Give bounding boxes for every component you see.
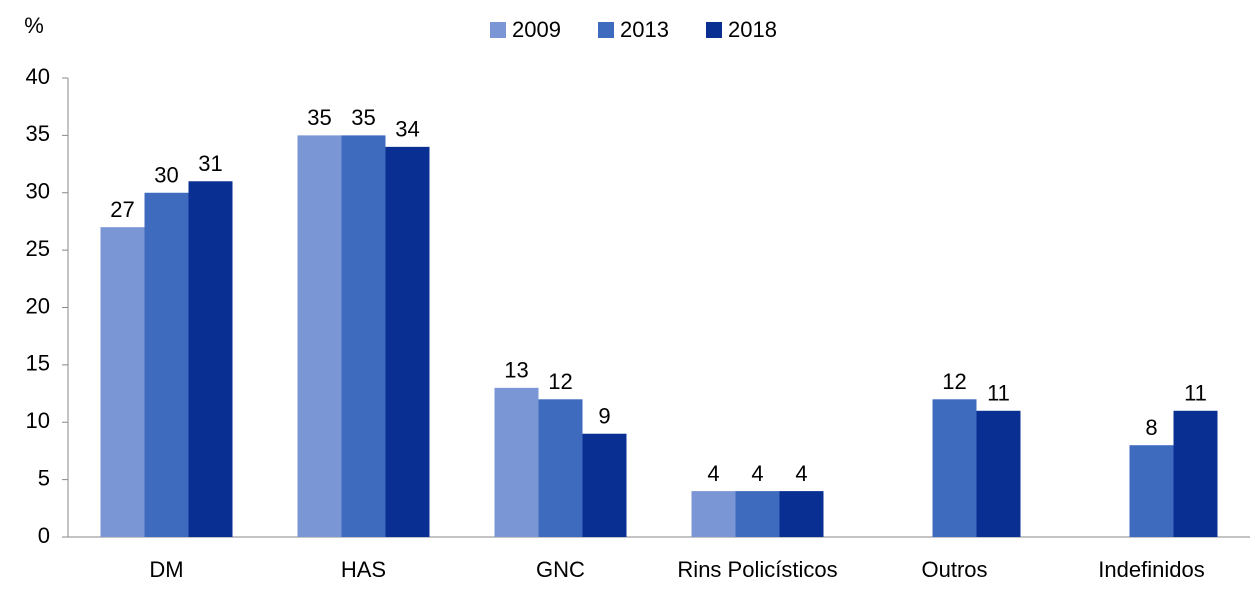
- data-label: 4: [795, 461, 807, 486]
- data-label: 12: [942, 369, 966, 394]
- data-label: 31: [198, 151, 222, 176]
- y-tick-label: 25: [26, 236, 50, 261]
- legend-label: 2013: [620, 17, 669, 42]
- y-tick-label: 0: [38, 523, 50, 548]
- data-label: 35: [307, 105, 331, 130]
- bar: [1173, 410, 1218, 537]
- bar: [385, 146, 430, 537]
- bar: [582, 433, 627, 537]
- y-tick-label: 15: [26, 351, 50, 376]
- x-tick-label: HAS: [340, 557, 387, 582]
- bar: [1129, 445, 1174, 537]
- bar: [691, 491, 736, 537]
- data-label: 34: [395, 117, 419, 142]
- bar: [100, 227, 145, 538]
- bar: [494, 387, 539, 537]
- data-label: 35: [351, 105, 375, 130]
- data-label: 11: [1184, 381, 1207, 406]
- bar: [779, 491, 824, 537]
- data-label: 27: [110, 197, 134, 222]
- bar: [144, 192, 189, 537]
- y-axis-label: %: [24, 13, 44, 38]
- data-label: 11: [987, 381, 1010, 406]
- y-tick-label: 5: [38, 465, 50, 490]
- bar: [188, 181, 233, 537]
- x-tick-label: GNC: [536, 557, 585, 582]
- y-tick-label: 30: [26, 179, 50, 204]
- bar: [297, 135, 342, 537]
- legend-swatch: [490, 22, 506, 38]
- x-tick-label: Outros: [921, 557, 988, 582]
- bar: [538, 399, 583, 537]
- bar: [932, 399, 977, 537]
- bar: [976, 410, 1021, 537]
- y-tick-label: 35: [26, 121, 50, 146]
- x-tick-label: DM: [149, 557, 184, 582]
- data-label: 30: [154, 163, 178, 188]
- bar: [735, 491, 780, 537]
- x-tick-label: Rins Policísticos: [677, 557, 838, 582]
- data-label: 4: [751, 461, 763, 486]
- data-label: 4: [707, 461, 719, 486]
- legend-label: 2009: [512, 17, 561, 42]
- y-tick-label: 20: [26, 293, 50, 318]
- y-tick-label: 40: [26, 64, 50, 89]
- y-tick-label: 10: [26, 408, 50, 433]
- data-label: 9: [598, 404, 610, 429]
- x-tick-label: Indefinidos: [1098, 557, 1205, 582]
- data-label: 12: [548, 369, 572, 394]
- data-label: 13: [504, 358, 528, 383]
- bar: [341, 135, 386, 537]
- legend-swatch: [706, 22, 722, 38]
- legend-swatch: [598, 22, 614, 38]
- legend-label: 2018: [728, 17, 777, 42]
- data-label: 8: [1145, 415, 1157, 440]
